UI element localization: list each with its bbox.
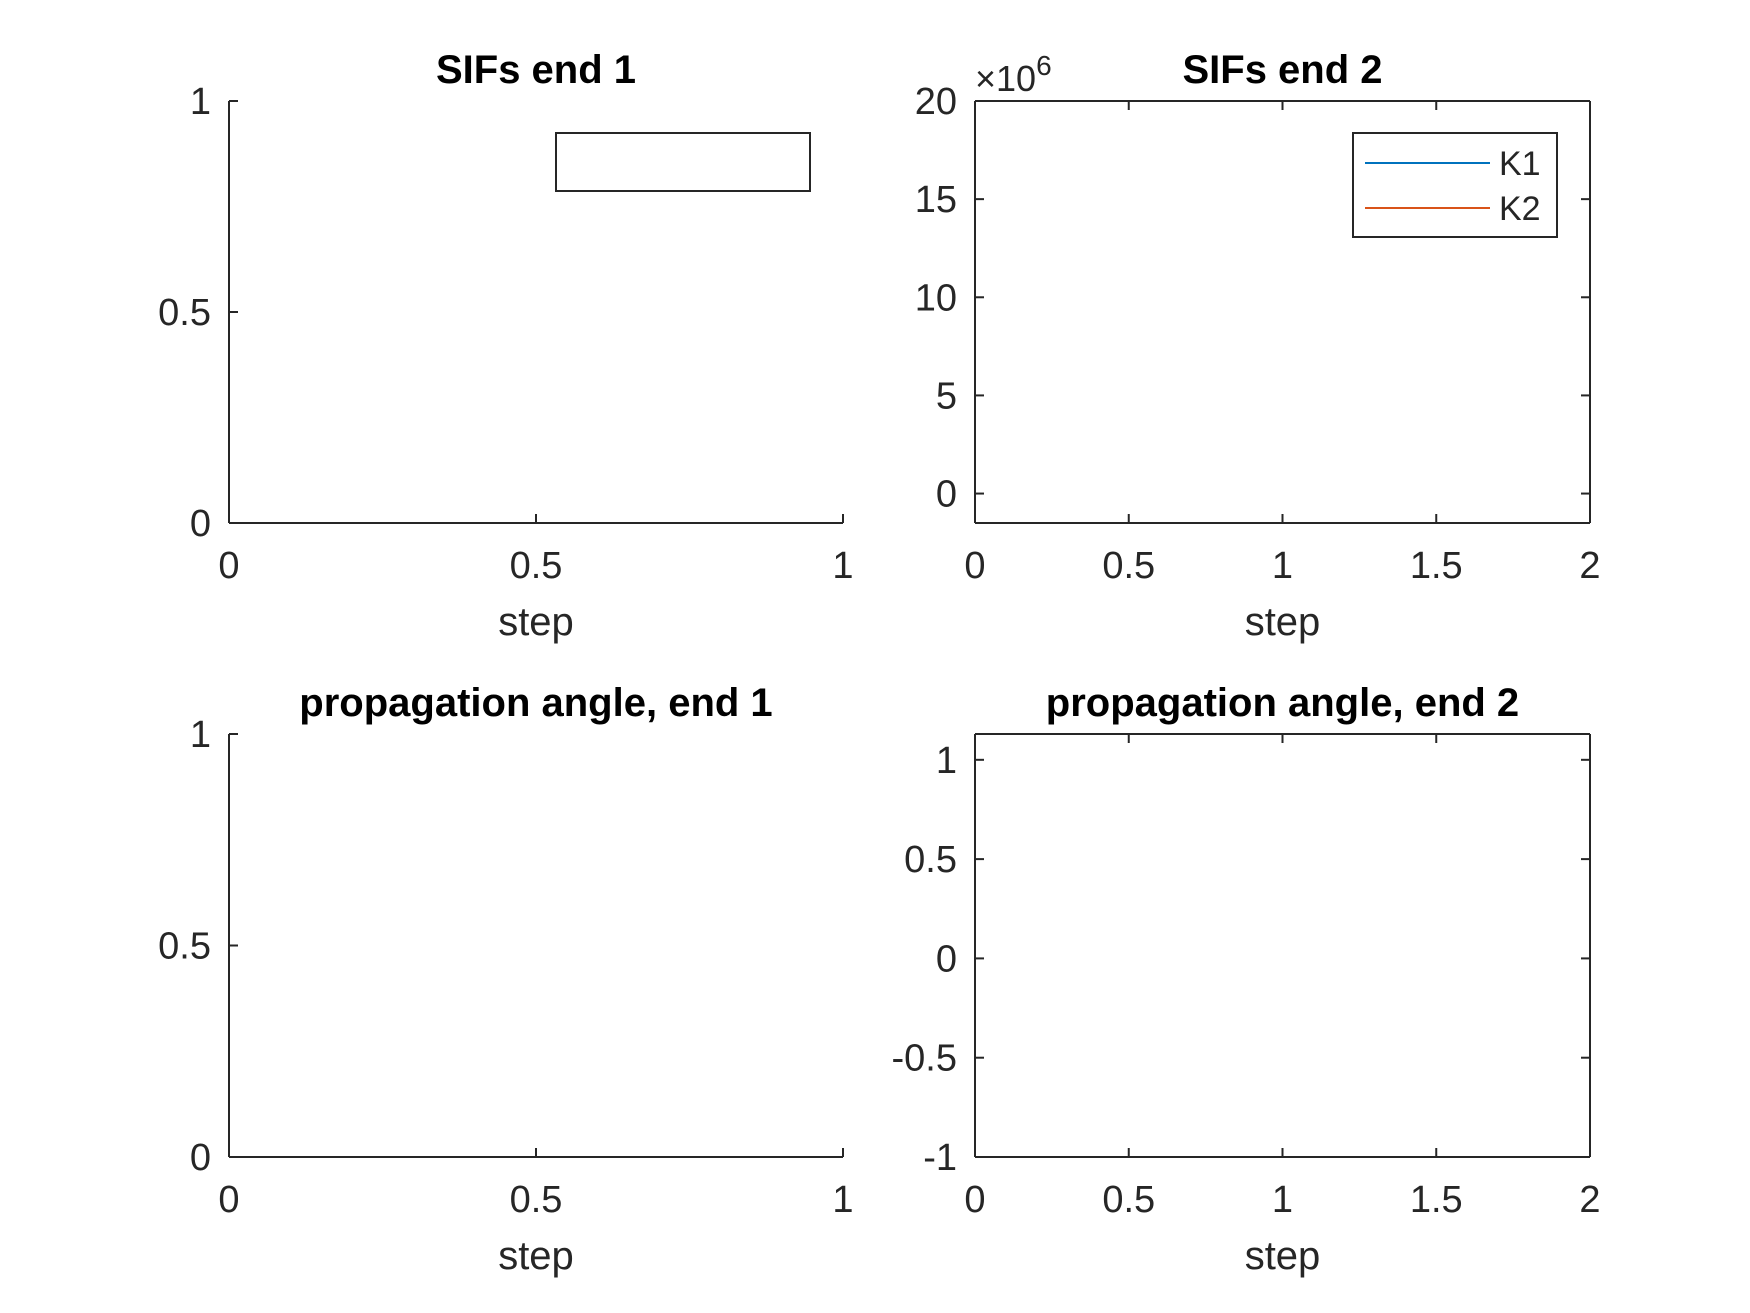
legend-box xyxy=(555,132,811,192)
subplot-1: 0 0.5 1 0 0.5 1 SIFs end 1 step xyxy=(158,48,853,644)
x-axis-label: step xyxy=(1245,1234,1321,1278)
legend-label: K1 xyxy=(1499,145,1541,183)
y-tick-label: 0 xyxy=(190,503,211,545)
x-tick-label: 0.5 xyxy=(510,1179,563,1221)
y-tick-label: 0 xyxy=(190,1137,211,1179)
legend-box xyxy=(1352,132,1558,238)
x-axis-label: step xyxy=(1245,600,1321,644)
chart-title: propagation angle, end 1 xyxy=(299,681,772,725)
y-tick-label: 0.5 xyxy=(158,292,211,334)
x-axis-label: step xyxy=(498,600,574,644)
x-tick-label: 1 xyxy=(1272,545,1293,587)
y-tick-label: 0 xyxy=(936,938,957,980)
x-tick-label: 1 xyxy=(1272,1179,1293,1221)
chart-title: propagation angle, end 2 xyxy=(1046,681,1519,725)
y-tick-label: 1 xyxy=(190,714,211,756)
y-tick-label: 0 xyxy=(936,474,957,516)
subplot-4: 0 0.5 1 1.5 2 -1 -0.5 0 0.5 1 propagation angle, e… xyxy=(892,681,1601,1278)
y-tick-label: 10 xyxy=(915,277,957,319)
legend-label: K2 xyxy=(1499,190,1541,228)
chart-title: SIFs end 1 xyxy=(436,48,636,92)
y-tick-label: 0.5 xyxy=(904,839,957,881)
x-tick-label: 1 xyxy=(832,1179,853,1221)
subplot-3: 0 0.5 1 0 0.5 1 propagation angle, end 1 step xyxy=(158,681,853,1278)
x-tick-label: 2 xyxy=(1579,545,1600,587)
x-tick-label: 1.5 xyxy=(1410,545,1463,587)
y-tick-label: 0.5 xyxy=(158,926,211,968)
x-tick-label: 2 xyxy=(1579,1179,1600,1221)
x-tick-label: 0 xyxy=(218,545,239,587)
x-axis-label: step xyxy=(498,1234,574,1278)
y-tick-label: -1 xyxy=(923,1137,957,1179)
y-tick-label: 15 xyxy=(915,179,957,221)
x-tick-label: 0.5 xyxy=(1102,545,1155,587)
x-tick-label: 0.5 xyxy=(1102,1179,1155,1221)
y-tick-label: 1 xyxy=(936,740,957,782)
x-tick-label: 1 xyxy=(832,545,853,587)
y-tick-label: -0.5 xyxy=(892,1038,957,1080)
y-tick-label: 20 xyxy=(915,81,957,123)
y-exponent-label: ×106 xyxy=(975,50,1052,99)
y-tick-label: 1 xyxy=(190,81,211,123)
x-tick-label: 0 xyxy=(964,545,985,587)
x-tick-label: 0 xyxy=(964,1179,985,1221)
chart-title: SIFs end 2 xyxy=(1182,48,1382,92)
x-tick-label: 0.5 xyxy=(510,545,563,587)
x-tick-label: 0 xyxy=(218,1179,239,1221)
legend xyxy=(555,132,811,192)
y-tick-label: 5 xyxy=(936,375,957,417)
x-tick-label: 1.5 xyxy=(1410,1179,1463,1221)
